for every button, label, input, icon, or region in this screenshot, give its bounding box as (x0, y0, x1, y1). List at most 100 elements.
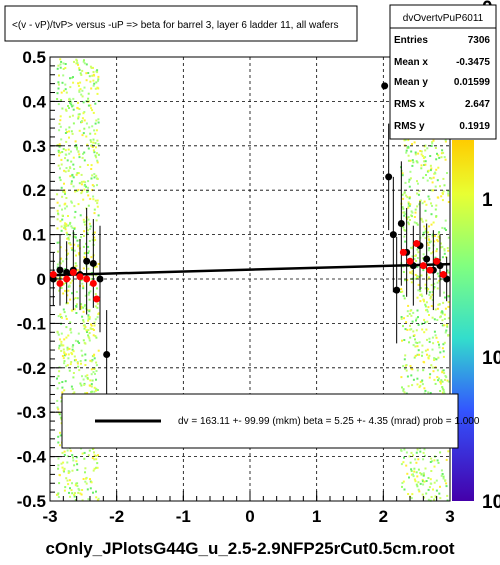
density-cell (58, 370, 61, 373)
density-cell (87, 336, 90, 339)
density-cell (75, 312, 78, 314)
density-cell (68, 491, 70, 494)
density-cell (431, 233, 434, 236)
density-cell (82, 320, 85, 323)
density-cell (67, 148, 70, 151)
colorbar-label-10b: 10 (482, 492, 500, 513)
density-cell (63, 182, 65, 185)
density-cell (412, 311, 415, 314)
density-cell (405, 321, 408, 324)
density-cell (415, 451, 418, 454)
density-cell (417, 349, 420, 352)
density-cell (77, 188, 80, 191)
density-cell (60, 99, 63, 101)
density-cell (59, 444, 61, 447)
density-cell (400, 288, 403, 290)
density-cell (84, 353, 87, 356)
density-cell (419, 472, 422, 474)
density-cell (435, 168, 438, 171)
density-cell (64, 132, 67, 134)
density-cell (402, 211, 405, 214)
density-cell (65, 477, 68, 480)
density-cell (97, 79, 99, 82)
density-cell (431, 290, 434, 293)
density-cell (90, 385, 93, 388)
fit-line-group (49, 262, 451, 277)
density-cell (427, 356, 430, 359)
density-cell (78, 90, 81, 93)
density-cell (59, 66, 62, 69)
density-cell (415, 317, 418, 320)
density-cell (57, 457, 60, 460)
density-cell (436, 376, 439, 379)
density-cell (441, 319, 444, 322)
density-cell (433, 359, 436, 361)
density-cell (80, 307, 83, 310)
density-cell (91, 328, 94, 330)
density-cell (66, 479, 69, 482)
density-cell (428, 241, 431, 244)
density-cell (418, 189, 421, 192)
density-cell (83, 327, 86, 330)
density-cell (424, 389, 427, 392)
density-cell (433, 357, 436, 360)
density-cell (80, 279, 83, 282)
density-cell (96, 71, 99, 74)
density-cell (447, 271, 450, 274)
density-cell (59, 416, 62, 419)
density-cell (73, 308, 76, 311)
density-cell (88, 222, 91, 225)
density-cell (431, 348, 434, 351)
density-cell (429, 392, 432, 394)
density-cell (408, 180, 410, 183)
density-cell (88, 298, 91, 301)
red-data-point (93, 295, 101, 303)
density-cell (431, 336, 434, 339)
density-cell (403, 358, 406, 361)
density-cell (436, 248, 438, 251)
density-cell (77, 115, 80, 118)
density-cell (80, 303, 83, 306)
density-cell (77, 113, 80, 116)
density-cell (403, 139, 406, 142)
density-cell (95, 496, 98, 499)
density-cell (444, 140, 447, 143)
density-cell (420, 293, 423, 296)
density-cell (444, 219, 447, 222)
density-cell (77, 117, 80, 120)
density-cell (437, 275, 440, 278)
density-cell (402, 388, 405, 391)
density-cell (82, 306, 85, 309)
density-cell (85, 122, 88, 125)
density-cell (63, 450, 66, 453)
density-cell (82, 112, 85, 115)
density-cell (70, 351, 73, 354)
density-cell (60, 332, 63, 335)
density-cell (410, 497, 413, 500)
density-cell (94, 132, 97, 135)
density-cell (75, 173, 78, 176)
density-cell (66, 346, 69, 349)
density-cell (79, 214, 82, 217)
density-cell (56, 209, 59, 212)
density-cell (424, 287, 427, 290)
density-cell (64, 83, 67, 86)
density-cell (95, 454, 97, 457)
density-cell (57, 64, 60, 67)
density-cell (438, 303, 441, 306)
density-cell (75, 460, 78, 463)
density-cell (59, 220, 62, 223)
density-cell (58, 154, 61, 157)
density-cell (413, 334, 416, 337)
density-cell (438, 377, 440, 380)
density-cell (412, 161, 415, 164)
density-cell (75, 254, 77, 257)
density-cell (71, 388, 74, 391)
density-cell (431, 235, 434, 238)
density-cell (401, 339, 403, 342)
density-cell (89, 478, 91, 481)
density-cell (416, 377, 419, 380)
density-cell (439, 316, 442, 319)
density-cell (57, 151, 60, 154)
density-cell (408, 341, 410, 344)
